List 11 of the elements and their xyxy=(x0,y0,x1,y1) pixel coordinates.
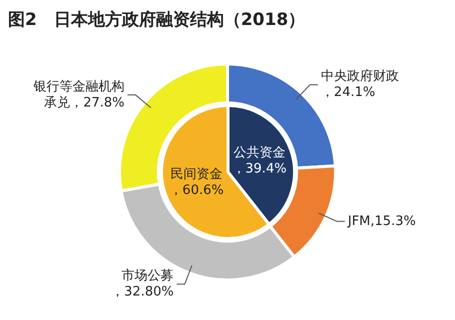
data-label: ，60.6% xyxy=(168,183,224,198)
chart-title: 图2 日本地方政府融资结构（2018） xyxy=(8,9,306,32)
slice-label: 中央政府财政 xyxy=(320,68,399,84)
data-label: ，32.80% xyxy=(111,284,174,300)
slice-label: 公共资金 xyxy=(232,146,285,161)
slice-label: 银行等金融机构承兑，27.8% xyxy=(32,79,125,110)
slice-label: JFM,15.3% xyxy=(346,214,416,229)
slice-label: 民间资金 xyxy=(170,167,222,182)
data-label: ，39.4% xyxy=(232,162,286,177)
slice-label: 市场公募 xyxy=(122,268,174,284)
data-label: ，24.1% xyxy=(320,85,376,100)
